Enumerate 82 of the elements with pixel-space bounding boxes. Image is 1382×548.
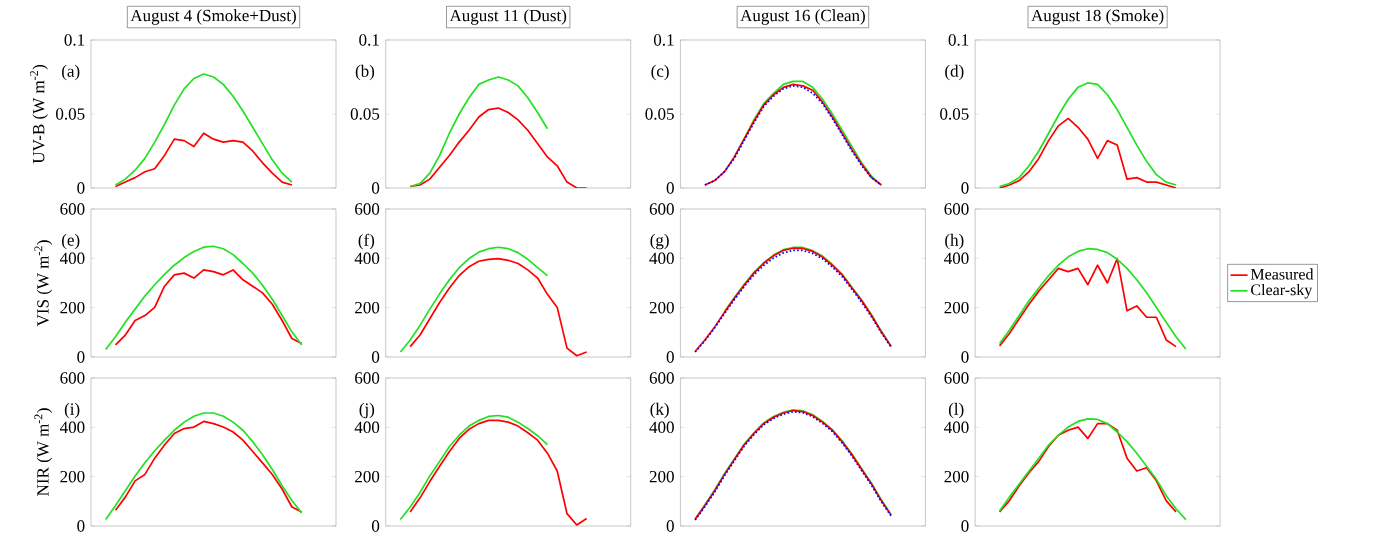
text: (h) bbox=[945, 233, 964, 250]
text: (l) bbox=[948, 402, 964, 419]
y-tick-label: 400 bbox=[354, 421, 380, 434]
text: (b) bbox=[355, 64, 375, 81]
y-tick-label: 600 bbox=[944, 203, 969, 215]
y-tick-label: 600 bbox=[649, 372, 674, 384]
line-series bbox=[723, 246, 892, 347]
y-tick-label: 0.05 bbox=[645, 108, 674, 120]
chart-title: August 16 (Clean) bbox=[740, 9, 865, 25]
y-tick-label: 200 bbox=[944, 470, 969, 483]
y-tick-label: 0 bbox=[77, 182, 85, 194]
line-series bbox=[998, 257, 1177, 348]
line-series bbox=[409, 419, 588, 526]
line-series bbox=[399, 246, 549, 353]
text: (j) bbox=[359, 402, 375, 419]
line-series bbox=[998, 247, 1187, 350]
text: (f) bbox=[358, 233, 375, 250]
text: (c) bbox=[651, 64, 669, 81]
line-series bbox=[998, 117, 1177, 188]
y-tick-label: 0 bbox=[961, 520, 969, 532]
line-series bbox=[104, 412, 303, 521]
y-tick-label: 0.05 bbox=[350, 108, 380, 120]
y-tick-label: 0 bbox=[371, 182, 380, 194]
y-tick-label: 200 bbox=[649, 470, 674, 483]
y-tick-label: 200 bbox=[60, 470, 85, 483]
y-tick-label: 0.05 bbox=[940, 108, 969, 120]
line-series bbox=[998, 82, 1177, 188]
text: (g) bbox=[650, 233, 669, 250]
line-series bbox=[409, 76, 549, 188]
y-tick-label: 400 bbox=[59, 252, 85, 265]
line-series bbox=[114, 132, 293, 188]
y-tick-label: 0 bbox=[666, 182, 674, 194]
y-tick-label: 0 bbox=[371, 351, 380, 363]
line-series bbox=[998, 418, 1187, 521]
y-tick-label: 400 bbox=[354, 252, 380, 265]
y-tick-label: 200 bbox=[355, 470, 380, 483]
y-tick-label: 0 bbox=[371, 520, 380, 532]
y-tick-label: 600 bbox=[944, 372, 969, 384]
y-tick-label: 600 bbox=[60, 203, 85, 215]
text: (a) bbox=[62, 64, 80, 81]
chart-title: August 4 (Smoke+Dust) bbox=[130, 9, 296, 25]
y-tick-label: 600 bbox=[60, 372, 85, 384]
y-axis-title: UV-B (W m$^{-2}$) bbox=[30, 64, 48, 164]
line-series bbox=[104, 245, 303, 351]
line-series bbox=[114, 73, 293, 186]
y-tick-label: 200 bbox=[649, 301, 674, 314]
y-tick-label: 400 bbox=[59, 421, 85, 434]
y-tick-label: 0 bbox=[666, 351, 674, 363]
y-tick-label: 400 bbox=[649, 421, 674, 434]
y-tick-label: 0.1 bbox=[948, 34, 969, 46]
legend-label: Measured bbox=[1250, 268, 1314, 280]
line-series bbox=[998, 422, 1177, 513]
legend-label: Clear-sky bbox=[1251, 283, 1313, 299]
chart-title: August 11 (Dust) bbox=[449, 9, 567, 25]
y-tick-label: 200 bbox=[944, 301, 969, 314]
y-tick-label: 600 bbox=[355, 372, 380, 384]
text: (e) bbox=[62, 233, 80, 250]
line-series bbox=[399, 414, 549, 521]
y-tick-label: 200 bbox=[355, 301, 380, 314]
chart-title: August 18 (Smoke) bbox=[1031, 9, 1164, 25]
y-tick-label: 0.1 bbox=[64, 34, 85, 46]
y-axis-title: NIR (W m$^{-2}$) bbox=[34, 408, 53, 496]
y-tick-label: 0 bbox=[666, 520, 674, 532]
line-series bbox=[409, 257, 588, 357]
y-tick-label: 0.1 bbox=[359, 34, 379, 46]
y-tick-label: 200 bbox=[60, 301, 85, 314]
y-tick-label: 400 bbox=[944, 421, 969, 434]
text: (i) bbox=[64, 402, 80, 419]
text: (k) bbox=[650, 402, 669, 419]
y-tick-label: 0.1 bbox=[653, 34, 674, 46]
y-tick-label: 0 bbox=[961, 351, 969, 363]
y-tick-label: 0 bbox=[77, 351, 85, 363]
y-tick-label: 400 bbox=[944, 252, 969, 265]
y-tick-label: 600 bbox=[355, 203, 380, 215]
y-tick-label: 400 bbox=[649, 252, 674, 265]
line-series bbox=[114, 269, 303, 346]
y-tick-label: 0 bbox=[77, 520, 85, 532]
text: (d) bbox=[945, 64, 964, 81]
y-tick-label: 0.05 bbox=[56, 108, 85, 120]
y-axis-title: VIS (W m$^{-2}$) bbox=[34, 240, 53, 327]
y-tick-label: 600 bbox=[649, 203, 674, 215]
y-tick-label: 0 bbox=[961, 182, 969, 194]
